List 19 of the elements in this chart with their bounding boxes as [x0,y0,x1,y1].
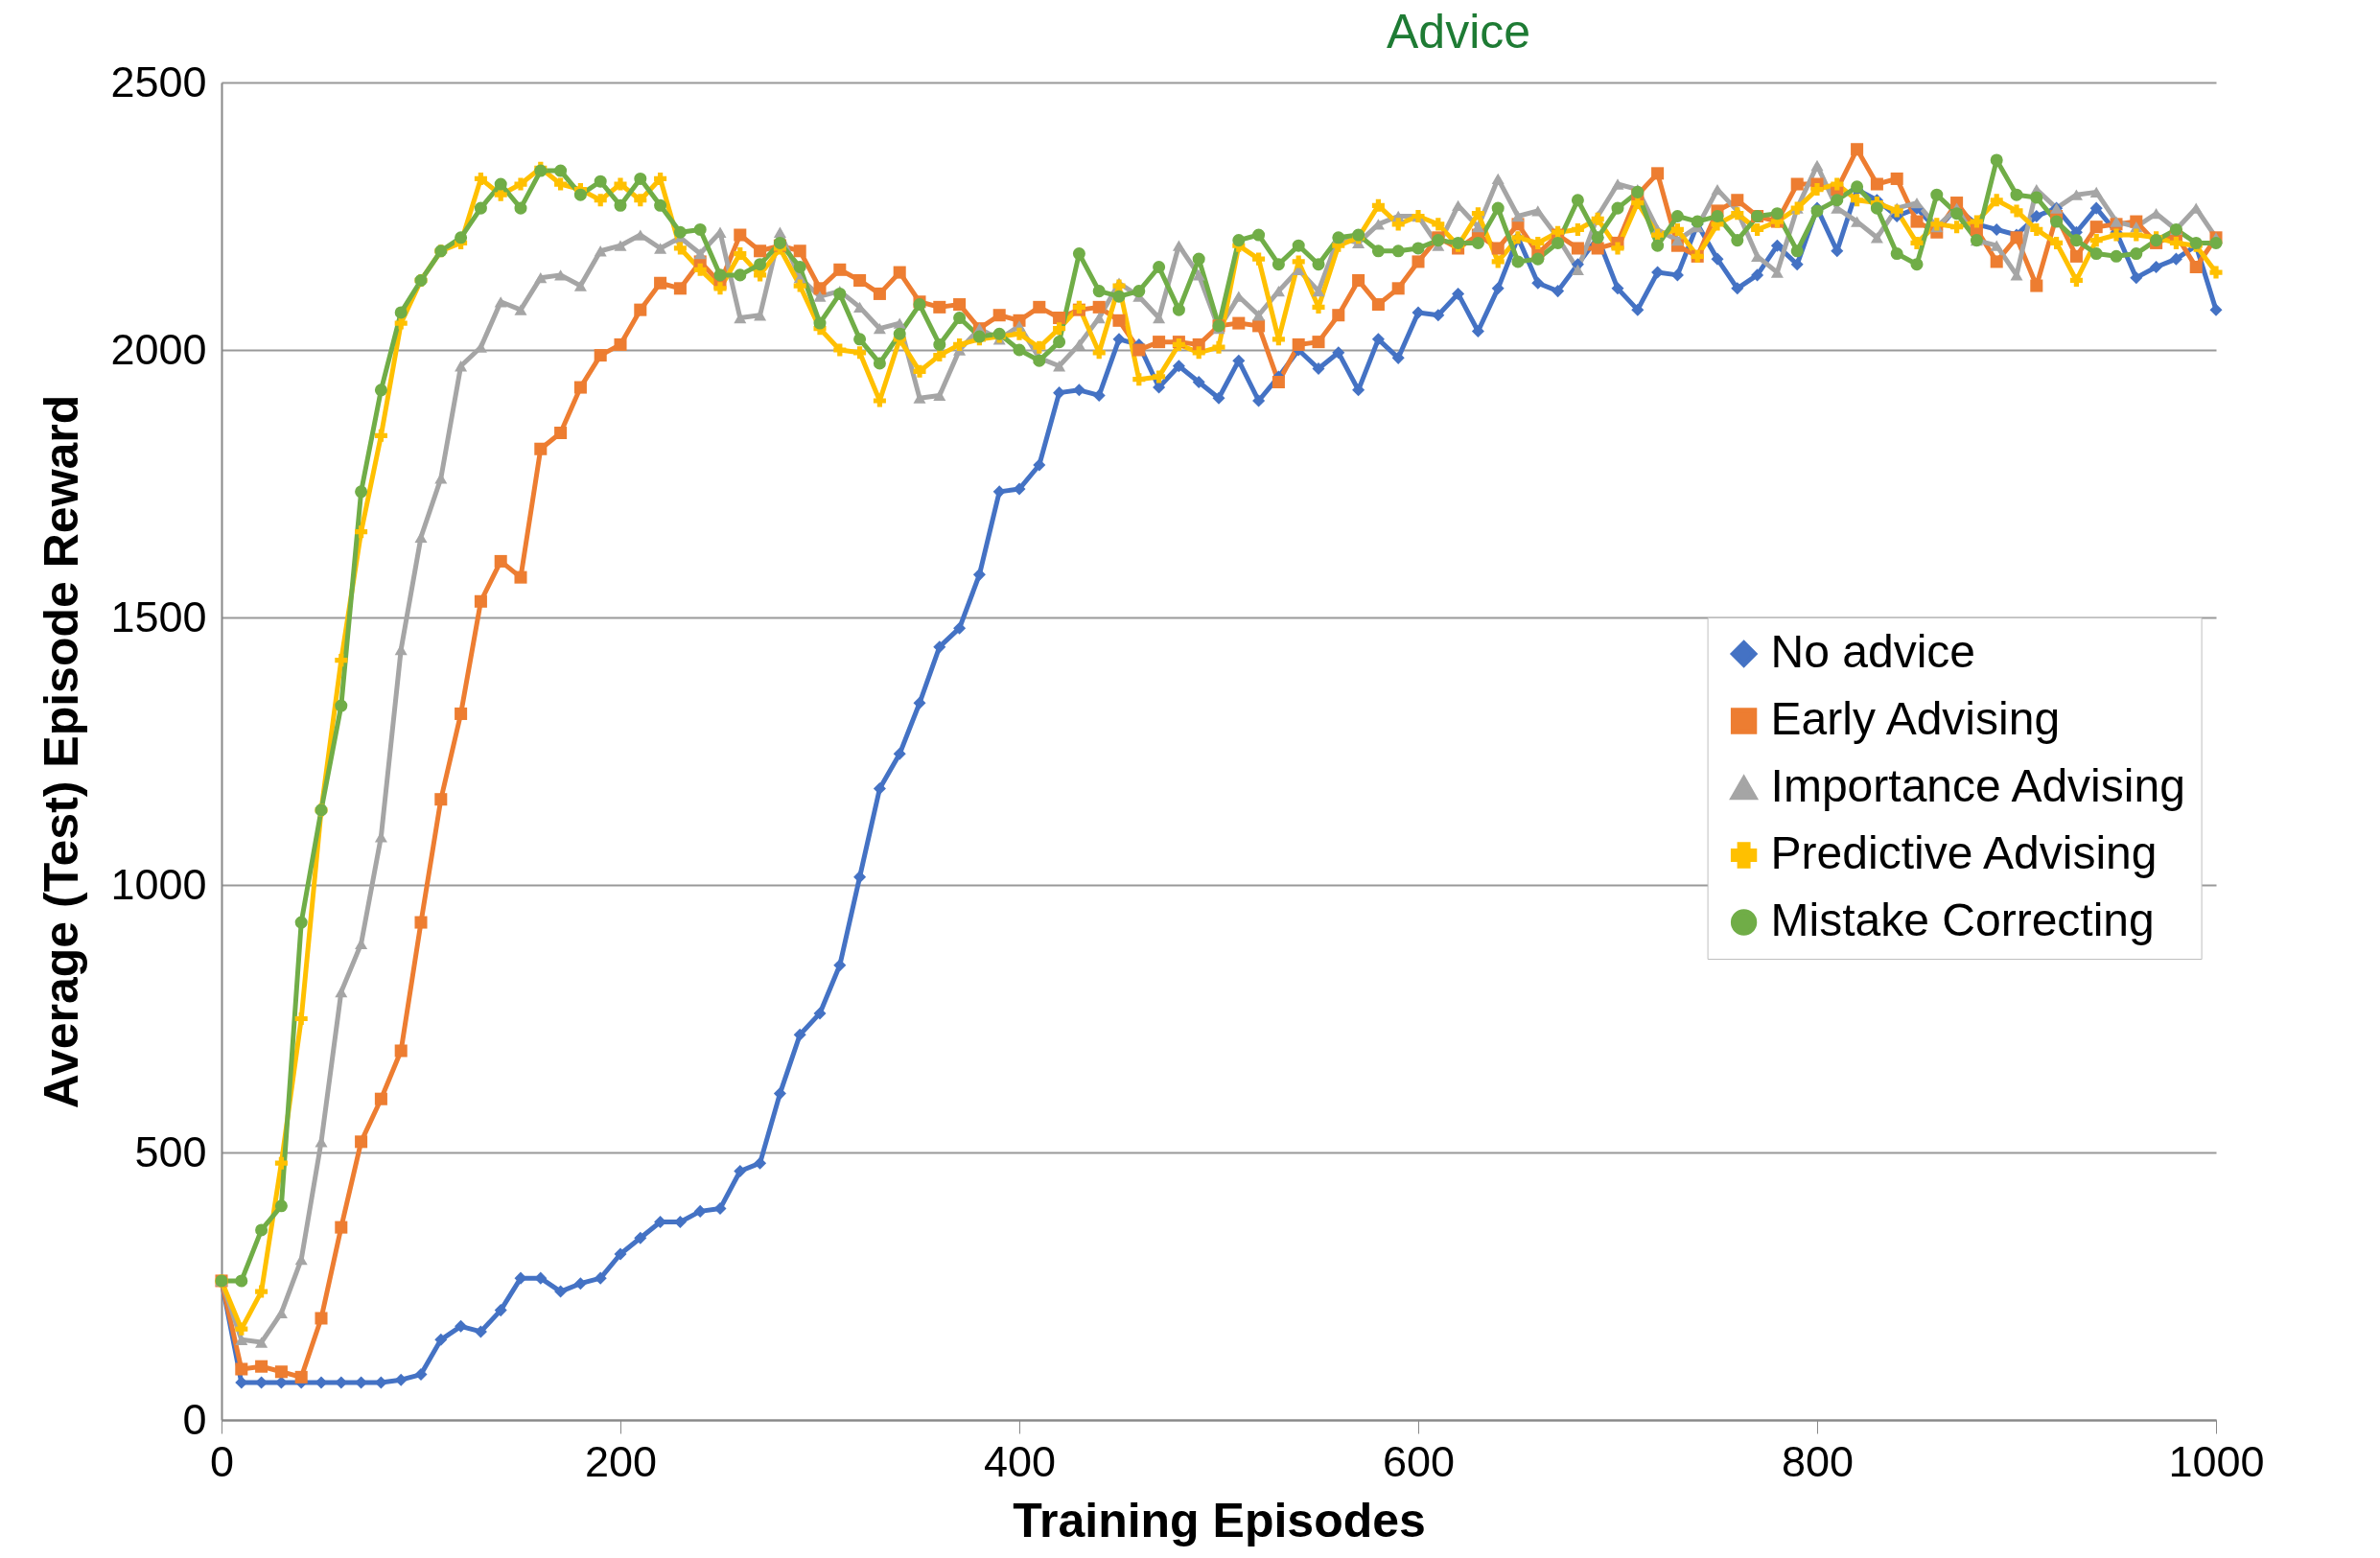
x-tick-label: 800 [1781,1436,1855,1486]
y-tick-label: 1000 [110,859,207,909]
x-axis-title: Training Episodes [1013,1493,1426,1547]
y-axis-title: Average (Test) Episode Reward [35,394,89,1109]
y-tick-label: 0 [182,1394,207,1444]
legend-label: Early Advising [1770,693,2061,744]
y-tick-label: 1500 [110,592,207,641]
legend-label: Predictive Advising [1770,827,2158,878]
y-tick-label: 2000 [110,324,207,374]
x-tick-label: 1000 [2168,1436,2265,1486]
x-tick-label: 600 [1382,1436,1456,1486]
legend-label: Importance Advising [1770,760,2185,811]
legend-label: No advice [1770,626,1976,677]
legend-label: Mistake Correcting [1770,895,2155,945]
y-tick-label: 2500 [110,57,207,106]
x-tick-label: 200 [584,1436,658,1486]
y-tick-label: 500 [134,1127,207,1176]
x-tick-label: 400 [983,1436,1057,1486]
text: Advice [1386,5,1531,58]
